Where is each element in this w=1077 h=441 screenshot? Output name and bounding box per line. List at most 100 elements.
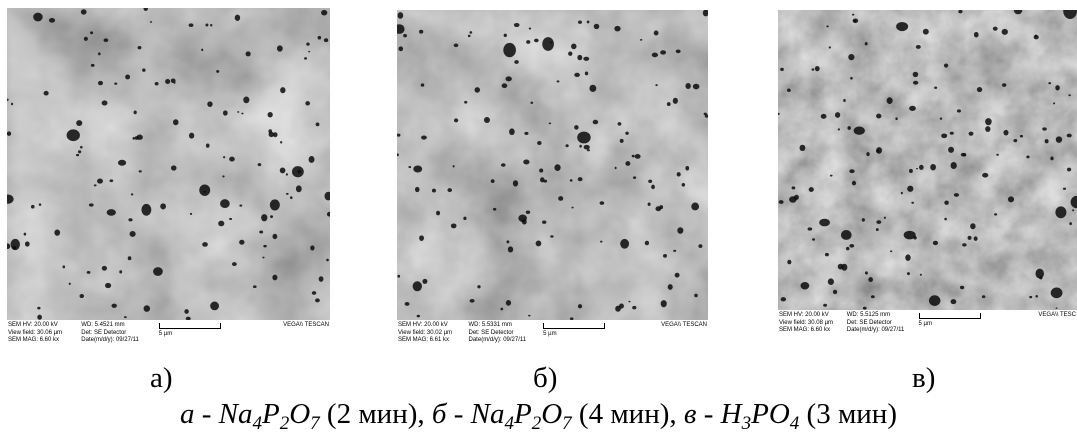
pore bbox=[160, 203, 166, 209]
pore bbox=[54, 229, 60, 235]
pore bbox=[635, 154, 641, 159]
pore bbox=[173, 119, 179, 125]
pore bbox=[89, 203, 94, 206]
pore bbox=[962, 243, 966, 246]
pore bbox=[125, 75, 130, 80]
pore bbox=[619, 304, 624, 309]
pore bbox=[677, 172, 681, 176]
pore bbox=[81, 9, 87, 14]
pore bbox=[128, 256, 132, 260]
pore bbox=[270, 199, 280, 210]
pore bbox=[37, 307, 40, 310]
info-text: Date(m/d/y): 09/27/11 bbox=[469, 337, 527, 345]
formula-part: O bbox=[541, 398, 562, 430]
pore bbox=[119, 270, 122, 273]
pore bbox=[1042, 127, 1047, 130]
pore bbox=[614, 26, 620, 32]
formula-part: H bbox=[721, 398, 742, 430]
pore bbox=[419, 235, 424, 241]
pore bbox=[970, 223, 975, 229]
pore bbox=[901, 192, 903, 195]
info-text: View field: 30.02 µm bbox=[398, 330, 452, 338]
pore bbox=[648, 180, 652, 183]
pore bbox=[534, 39, 539, 43]
caption-separator: , bbox=[417, 398, 424, 430]
pore bbox=[514, 60, 518, 64]
pore bbox=[184, 309, 189, 314]
sem-image bbox=[778, 10, 1077, 310]
pore bbox=[263, 245, 267, 248]
pore bbox=[974, 236, 978, 240]
pore bbox=[290, 196, 292, 199]
caption-dash: - bbox=[454, 398, 464, 430]
pore bbox=[574, 125, 578, 130]
pore bbox=[1055, 85, 1060, 90]
pore bbox=[506, 76, 512, 81]
pore bbox=[310, 245, 314, 250]
pore bbox=[661, 300, 667, 307]
scale-bar bbox=[543, 323, 605, 329]
pore bbox=[951, 299, 957, 304]
info-text: WD: 5.5125 mm bbox=[847, 312, 905, 320]
pore bbox=[102, 100, 108, 105]
pore bbox=[98, 81, 103, 85]
pore bbox=[501, 308, 504, 311]
pore bbox=[514, 23, 520, 27]
pore bbox=[940, 117, 942, 119]
pore bbox=[12, 246, 16, 250]
pore bbox=[239, 240, 244, 245]
pore bbox=[941, 133, 947, 138]
pore bbox=[620, 139, 624, 143]
pore bbox=[90, 31, 93, 34]
pore bbox=[296, 185, 302, 192]
formula-part: 3 bbox=[742, 413, 752, 434]
caption-letter: а bbox=[180, 398, 195, 430]
caption-note: (2 мин) bbox=[327, 398, 417, 430]
pore bbox=[593, 120, 599, 124]
pore bbox=[417, 315, 420, 318]
info-bar: SEM HV: 20.00 kVView field: 30.08 µmSEM … bbox=[778, 310, 1077, 344]
pore bbox=[523, 159, 529, 164]
pore bbox=[640, 39, 642, 41]
pore bbox=[536, 240, 542, 246]
pore bbox=[846, 247, 850, 250]
info-text: Det: SE Detector bbox=[847, 320, 905, 328]
surface bbox=[397, 10, 708, 320]
pore bbox=[31, 205, 35, 209]
pore bbox=[513, 180, 518, 186]
pore bbox=[1055, 206, 1066, 218]
pore bbox=[1048, 82, 1051, 84]
pore bbox=[974, 32, 979, 38]
pore bbox=[895, 117, 897, 120]
pore bbox=[944, 201, 949, 205]
pore bbox=[865, 42, 868, 45]
pore bbox=[838, 128, 840, 130]
pore bbox=[982, 295, 985, 298]
pore bbox=[585, 72, 588, 76]
scale-block: 5 µm bbox=[919, 312, 981, 329]
pore bbox=[128, 218, 132, 221]
info-text: View field: 30.08 µm bbox=[779, 320, 833, 328]
info-text: SEM HV: 20.00 kV bbox=[779, 312, 833, 320]
formula-part: 7 bbox=[562, 413, 572, 434]
pore bbox=[828, 278, 834, 285]
pore bbox=[415, 187, 420, 192]
pore bbox=[779, 200, 784, 204]
pore bbox=[33, 13, 42, 22]
pore bbox=[1034, 35, 1039, 39]
pore bbox=[199, 184, 210, 195]
info-text: SEM HV: 20.00 kV bbox=[8, 322, 62, 330]
pore bbox=[155, 82, 159, 85]
info-text: Det: SE Detector bbox=[81, 330, 139, 338]
info-text: WD: 5.4521 mm bbox=[81, 322, 139, 330]
pore bbox=[518, 215, 527, 222]
pore bbox=[994, 213, 997, 215]
pore bbox=[171, 78, 176, 83]
pore bbox=[436, 211, 440, 216]
pore bbox=[919, 165, 924, 170]
pore bbox=[850, 77, 852, 80]
pore bbox=[63, 265, 66, 268]
pore bbox=[528, 315, 530, 317]
pore bbox=[1003, 130, 1008, 136]
pore bbox=[280, 87, 285, 93]
